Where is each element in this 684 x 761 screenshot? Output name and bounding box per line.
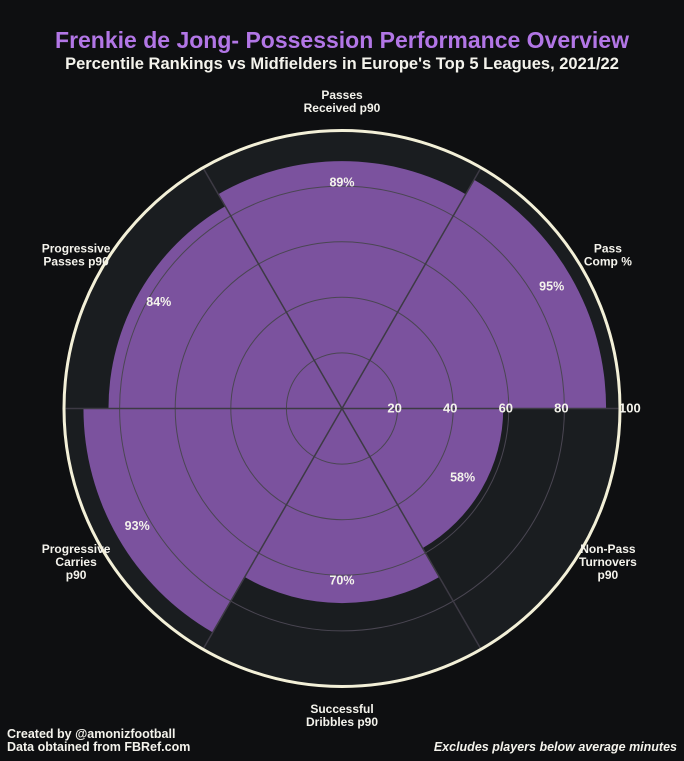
value-bar xyxy=(218,161,466,409)
slice-separator xyxy=(202,408,343,650)
value-bar xyxy=(83,408,343,633)
tick-label: 20 xyxy=(387,400,401,415)
slice-separator xyxy=(341,167,482,409)
slice-separator xyxy=(202,167,343,409)
value-label: 95% xyxy=(539,280,564,294)
value-bar xyxy=(342,408,504,549)
minutes-note: Excludes players below average minutes xyxy=(433,740,677,754)
value-label: 58% xyxy=(450,470,475,484)
value-label: 84% xyxy=(146,295,171,309)
tick-label: 60 xyxy=(499,400,513,415)
value-label: 89% xyxy=(329,175,354,189)
category-label: Progressive Passes p90 xyxy=(42,242,111,269)
credit-author: Created by @amonizfootball xyxy=(7,727,176,741)
tick-label: 100 xyxy=(619,400,641,415)
category-label: Passes Received p90 xyxy=(304,88,381,115)
value-label: 93% xyxy=(125,519,150,533)
category-label: Non-Pass Turnovers p90 xyxy=(579,542,637,582)
chart-title: Frenkie de Jong- Possession Performance … xyxy=(55,27,629,53)
category-label: Successful Dribbles p90 xyxy=(306,702,378,729)
value-bar xyxy=(108,206,342,409)
chart-subtitle: Percentile Rankings vs Midfielders in Eu… xyxy=(65,55,619,73)
tick-label: 80 xyxy=(554,400,568,415)
category-label: Progressive Carries p90 xyxy=(42,542,111,582)
value-bar xyxy=(244,408,440,604)
tick-label: 40 xyxy=(443,400,457,415)
slice-separator xyxy=(341,408,482,650)
value-bar xyxy=(342,179,607,409)
outer-ring xyxy=(62,129,622,688)
value-label: 70% xyxy=(329,573,354,587)
credit-source: Data obtained from FBRef.com xyxy=(7,740,191,754)
category-label: Pass Comp % xyxy=(584,242,632,269)
